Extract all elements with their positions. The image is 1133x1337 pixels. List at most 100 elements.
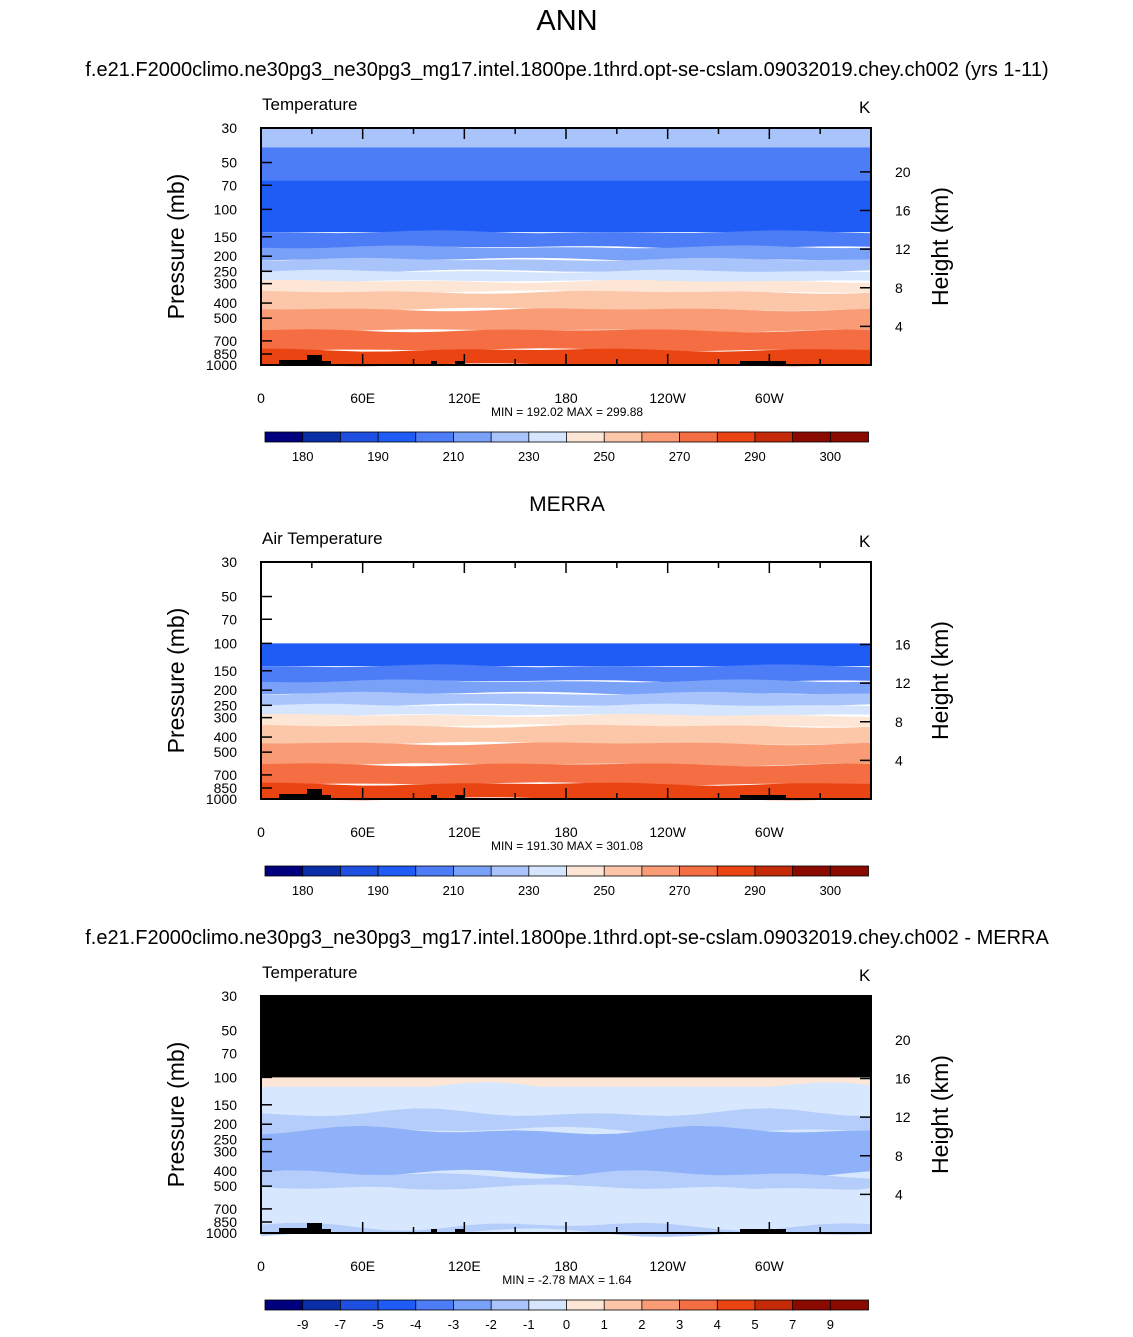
colorbar-label: 300 <box>819 883 841 898</box>
topography-mask <box>279 794 309 799</box>
colorbar-label: -9 <box>297 1317 309 1332</box>
colorbar-swatch <box>302 1299 342 1311</box>
y-tick-label: 50 <box>221 155 237 171</box>
colorbar-label: 7 <box>789 1317 796 1332</box>
contour-band <box>261 257 871 273</box>
y2-tick-label: 12 <box>895 241 911 257</box>
colorbar-swatch <box>641 431 681 443</box>
panel2-plot: 3050701001502002503004005007008501000161… <box>163 529 953 898</box>
units-label: K <box>859 966 871 985</box>
y-tick-label: 500 <box>214 1178 238 1194</box>
colorbar-swatch <box>679 431 719 443</box>
y2-tick-label: 12 <box>895 675 911 691</box>
colorbar-swatch <box>679 865 719 877</box>
colorbar-swatch <box>415 431 455 443</box>
colorbar-label: 230 <box>518 883 540 898</box>
colorbar-label: 0 <box>563 1317 570 1332</box>
y2-axis-title: Height (km) <box>927 1055 953 1174</box>
x-tick-label: 120W <box>649 390 686 406</box>
variable-label: Air Temperature <box>262 529 383 548</box>
x-tick-label: 120W <box>649 824 686 840</box>
x-tick-label: 60E <box>350 1258 375 1274</box>
colorbar-swatch <box>829 431 869 443</box>
contour-band <box>261 180 871 233</box>
contour-band <box>261 691 871 707</box>
y2-axis-title: Height (km) <box>927 621 953 740</box>
y-tick-label: 200 <box>214 1116 238 1132</box>
y-tick-label: 50 <box>221 589 237 605</box>
colorbar-swatch <box>641 1299 681 1311</box>
panel1-header: f.e21.F2000climo.ne30pg3_ne30pg3_mg17.in… <box>85 59 1048 81</box>
colorbar-swatch <box>528 1299 568 1311</box>
y-tick-label: 30 <box>221 554 237 570</box>
x-tick-label: 60W <box>755 1258 785 1274</box>
colorbar-label: 180 <box>292 883 314 898</box>
colorbar-swatch <box>377 1299 417 1311</box>
colorbar-label: 2 <box>638 1317 645 1332</box>
colorbar-label: 5 <box>751 1317 758 1332</box>
y-tick-label: 50 <box>221 1023 237 1039</box>
colorbar-swatch <box>792 865 832 877</box>
colorbar-swatch <box>679 1299 719 1311</box>
colorbar-swatch <box>302 431 342 443</box>
colorbar-swatch <box>264 431 304 443</box>
y2-tick-label: 8 <box>895 714 903 730</box>
y-tick-label: 70 <box>221 177 237 193</box>
y-tick-label: 70 <box>221 1045 237 1061</box>
colorbar-label: 1 <box>601 1317 608 1332</box>
topography-mask <box>307 789 322 799</box>
y-tick-label: 850 <box>214 780 238 796</box>
colorbar-label: 210 <box>443 883 465 898</box>
topography-mask <box>307 355 322 365</box>
y-tick-label: 250 <box>214 1131 238 1147</box>
y2-tick-label: 20 <box>895 164 911 180</box>
colorbar-label: 250 <box>593 883 615 898</box>
contour-band <box>261 1082 871 1117</box>
colorbar-swatch <box>716 431 756 443</box>
stats-label: MIN = -2.78 MAX = 1.64 <box>502 1273 632 1287</box>
page-title: ANN <box>536 5 597 37</box>
colorbar-label: 270 <box>669 449 691 464</box>
colorbar-swatch <box>415 865 455 877</box>
colorbar-label: 180 <box>292 449 314 464</box>
contour-band <box>261 329 871 352</box>
colorbar-label: -2 <box>485 1317 497 1332</box>
colorbar-label: 290 <box>744 883 766 898</box>
colorbar-label: 3 <box>676 1317 683 1332</box>
y-tick-label: 400 <box>214 729 238 745</box>
contour-band <box>261 269 871 284</box>
x-tick-label: 60W <box>755 390 785 406</box>
topography-mask <box>431 795 437 799</box>
y2-tick-label: 4 <box>895 752 903 768</box>
y-tick-label: 300 <box>214 710 238 726</box>
y-tick-label: 400 <box>214 295 238 311</box>
units-label: K <box>859 98 871 117</box>
contour-band <box>261 703 871 718</box>
colorbar-swatch <box>453 431 493 443</box>
y-tick-label: 100 <box>214 1069 238 1085</box>
y-tick-label: 100 <box>214 201 238 217</box>
y-tick-label: 30 <box>221 120 237 136</box>
colorbar-swatch <box>339 1299 379 1311</box>
y-tick-label: 500 <box>214 310 238 326</box>
x-tick-label: 0 <box>257 390 265 406</box>
panel3-plot: 3050701001502002503004005007008501000201… <box>163 963 953 1332</box>
topography-mask <box>455 361 465 365</box>
contour-band <box>261 713 871 728</box>
x-tick-label: 120E <box>448 824 481 840</box>
contour-band <box>261 763 871 786</box>
colorbar-swatch <box>829 1299 869 1311</box>
contour-band <box>261 724 871 745</box>
variable-label: Temperature <box>262 95 357 114</box>
y-tick-label: 700 <box>214 767 238 783</box>
y-tick-label: 70 <box>221 611 237 627</box>
y2-tick-label: 8 <box>895 1148 903 1164</box>
colorbar-swatch <box>754 431 794 443</box>
x-tick-label: 0 <box>257 824 265 840</box>
x-tick-label: 180 <box>554 824 578 840</box>
colorbar-swatch <box>566 431 606 443</box>
topography-mask <box>307 1223 322 1233</box>
y-tick-label: 400 <box>214 1163 238 1179</box>
topography-mask <box>279 360 309 365</box>
contour-band <box>261 679 871 695</box>
